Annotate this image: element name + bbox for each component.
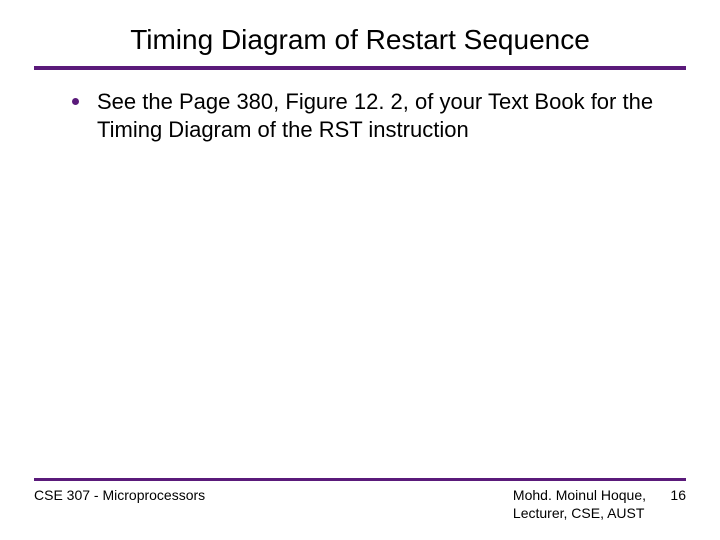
bullet-item: See the Page 380, Figure 12. 2, of your …: [72, 88, 670, 144]
slide: Timing Diagram of Restart Sequence See t…: [0, 0, 720, 540]
footer-row: CSE 307 - Microprocessors Mohd. Moinul H…: [0, 481, 720, 540]
bullet-dot-icon: [72, 98, 79, 105]
footer-course: CSE 307 - Microprocessors: [34, 487, 205, 503]
footer-author-line1: Mohd. Moinul Hoque,: [513, 487, 646, 505]
footer-page-number: 16: [666, 487, 686, 503]
slide-footer: CSE 307 - Microprocessors Mohd. Moinul H…: [0, 478, 720, 540]
slide-content: See the Page 380, Figure 12. 2, of your …: [0, 70, 720, 144]
footer-author: Mohd. Moinul Hoque, Lecturer, CSE, AUST: [513, 487, 646, 522]
slide-title: Timing Diagram of Restart Sequence: [0, 0, 720, 66]
footer-right: Mohd. Moinul Hoque, Lecturer, CSE, AUST …: [513, 487, 686, 522]
bullet-text: See the Page 380, Figure 12. 2, of your …: [97, 88, 670, 144]
footer-author-line2: Lecturer, CSE, AUST: [513, 505, 646, 523]
